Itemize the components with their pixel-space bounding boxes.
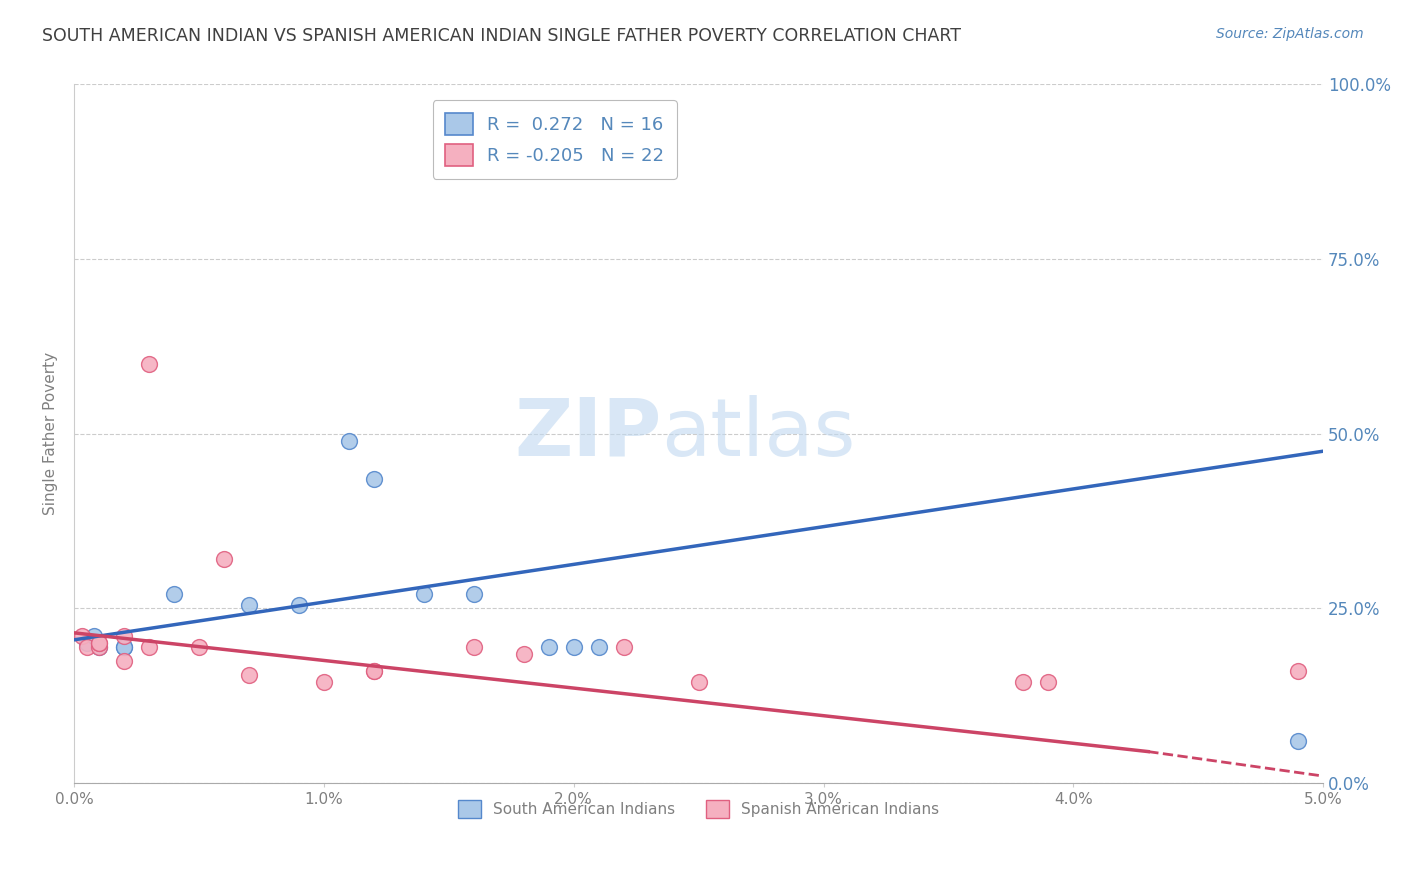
Point [613,640,636,654]
Text: atlas: atlas [661,395,855,473]
Point [688,674,710,689]
Point [188,640,211,654]
Point [76,640,98,654]
Point [238,598,260,612]
Point [76,636,98,650]
Text: ZIP: ZIP [515,395,661,473]
Point [112,654,135,668]
Point [212,552,235,566]
Point [238,667,260,681]
Point [87,636,110,650]
Legend: South American Indians, Spanish American Indians: South American Indians, Spanish American… [451,794,945,824]
Point [312,674,335,689]
Point [1286,665,1309,679]
Text: SOUTH AMERICAN INDIAN VS SPANISH AMERICAN INDIAN SINGLE FATHER POVERTY CORRELATI: SOUTH AMERICAN INDIAN VS SPANISH AMERICA… [42,27,962,45]
Point [70,629,93,643]
Point [112,640,135,654]
Point [588,640,610,654]
Point [288,598,311,612]
Point [1012,674,1035,689]
Point [562,640,585,654]
Point [83,629,105,643]
Point [463,587,485,601]
Point [537,640,560,654]
Point [363,472,385,486]
Point [1286,734,1309,748]
Point [138,357,160,371]
Point [363,665,385,679]
Point [87,640,110,654]
Point [513,647,536,661]
Point [463,640,485,654]
Point [412,587,434,601]
Text: Source: ZipAtlas.com: Source: ZipAtlas.com [1216,27,1364,41]
Point [87,636,110,650]
Point [1038,674,1060,689]
Point [112,640,135,654]
Point [163,587,186,601]
Point [363,665,385,679]
Point [112,629,135,643]
Y-axis label: Single Father Poverty: Single Father Poverty [44,352,58,516]
Point [138,640,160,654]
Point [337,434,360,448]
Point [87,640,110,654]
